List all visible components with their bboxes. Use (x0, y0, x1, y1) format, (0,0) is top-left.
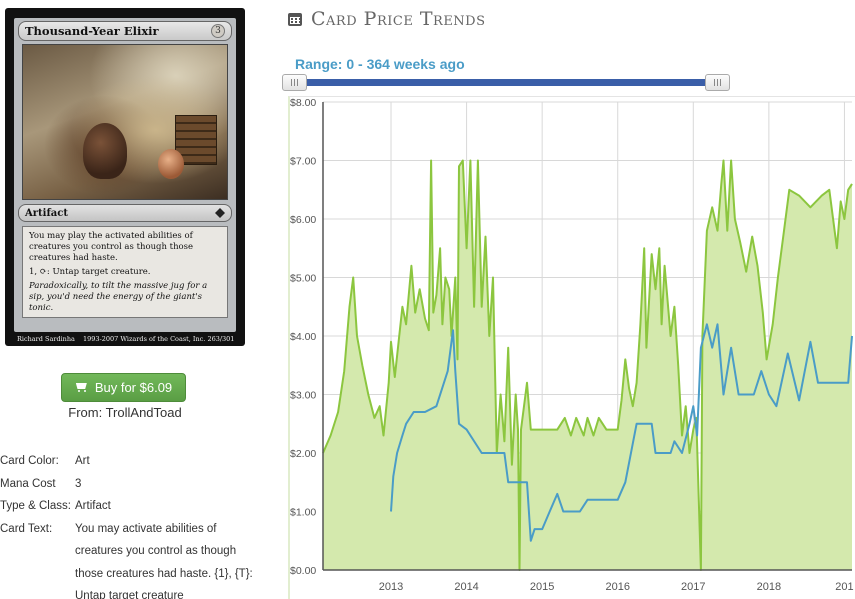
card-rules-text: You may play the activated abilities of … (29, 231, 194, 263)
detail-value: Artifact (75, 500, 111, 512)
detail-row-color: Card Color: Art (0, 450, 260, 473)
seller-text: From: TrollAndToad (68, 405, 182, 420)
card-type-bar: Artifact (18, 204, 232, 222)
card-artist-credit: Richard Sardinha 1993-2007 Wizards of th… (17, 335, 234, 343)
series-area-green (323, 160, 852, 570)
card-details: Card Color: Art Mana Cost 3 Type & Class… (0, 450, 260, 599)
card-ability-text: 1, ⟳: Untap target creature. (29, 267, 151, 277)
detail-label: Card Text: (0, 522, 53, 535)
mana-cost-symbol: 3 (211, 24, 225, 38)
slider-handle-max[interactable] (705, 74, 730, 91)
detail-value: You may activate abilities of creatures … (75, 522, 253, 599)
grip-icon (291, 79, 298, 86)
y-tick-label: $4.00 (290, 331, 316, 343)
x-tick-label: 201 (835, 581, 853, 593)
y-tick-label: $8.00 (290, 97, 316, 109)
detail-label: Mana Cost (0, 477, 56, 490)
card-text-box: You may play the activated abilities of … (22, 226, 228, 318)
detail-row-type: Type & Class: Artifact (0, 495, 260, 518)
card-frame: Thousand-Year Elixir 3 Artifact You may … (14, 18, 236, 332)
x-tick-label: 2014 (454, 581, 478, 593)
cart-icon (75, 382, 89, 393)
card-flavor-text: Paradoxically, to tilt the massive jug f… (29, 281, 208, 313)
card-type-line: Artifact (25, 207, 68, 219)
slider-range-fill (294, 79, 718, 86)
y-tick-label: $5.00 (290, 273, 316, 285)
grip-icon (714, 79, 721, 86)
range-slider[interactable] (282, 74, 730, 91)
detail-label: Type & Class: (0, 500, 71, 512)
set-symbol-icon (215, 208, 225, 218)
x-tick-label: 2017 (681, 581, 705, 593)
y-tick-label: $1.00 (290, 507, 316, 519)
detail-value: Art (75, 455, 90, 467)
range-label: Range: 0 - 364 weeks ago (295, 56, 465, 72)
calendar-icon (288, 12, 302, 26)
y-tick-label: $6.00 (290, 214, 316, 226)
detail-label: Card Color: (0, 455, 59, 467)
series-line-green (322, 159, 853, 571)
card-artist-name: Richard Sardinha (17, 335, 75, 343)
y-tick-label: $3.00 (290, 390, 316, 402)
detail-row-card-text: Card Text: You may activate abilities of… (0, 518, 260, 599)
x-tick-label: 2015 (530, 581, 554, 593)
buy-button-label: Buy for $6.09 (94, 380, 173, 395)
series-line-blue (390, 323, 853, 542)
price-trends-header: Card Price Trends (288, 8, 486, 30)
detail-value: 3 (75, 477, 82, 490)
buy-button[interactable]: Buy for $6.09 (61, 373, 186, 402)
detail-row-mana-cost: Mana Cost 3 (0, 473, 260, 496)
slider-handle-min[interactable] (282, 74, 307, 91)
x-tick-label: 2016 (605, 581, 629, 593)
y-tick-label: $0.00 (290, 565, 316, 577)
card-artwork (22, 44, 228, 200)
price-chart: $0.00 $1.00 $2.00 $3.00 $4.00 $5.00 $6.00 $7.00… (288, 96, 855, 599)
x-tick-label: 2018 (757, 581, 781, 593)
y-tick-label: $7.00 (290, 156, 316, 168)
artwork-bottle (158, 149, 184, 179)
card-name-bar: Thousand-Year Elixir 3 (18, 21, 232, 41)
card-name: Thousand-Year Elixir (25, 24, 159, 38)
page-title: Card Price Trends (311, 8, 486, 30)
card-image[interactable]: Thousand-Year Elixir 3 Artifact You may … (5, 8, 245, 346)
card-copyright: 1993-2007 Wizards of the Coast, Inc. 263… (83, 335, 235, 343)
artwork-jug (83, 123, 127, 179)
y-tick-label: $2.00 (290, 448, 316, 460)
price-chart-svg: $0.00 $1.00 $2.00 $3.00 $4.00 $5.00 $6.00 $7.00… (288, 96, 855, 599)
x-tick-label: 2013 (379, 581, 403, 593)
